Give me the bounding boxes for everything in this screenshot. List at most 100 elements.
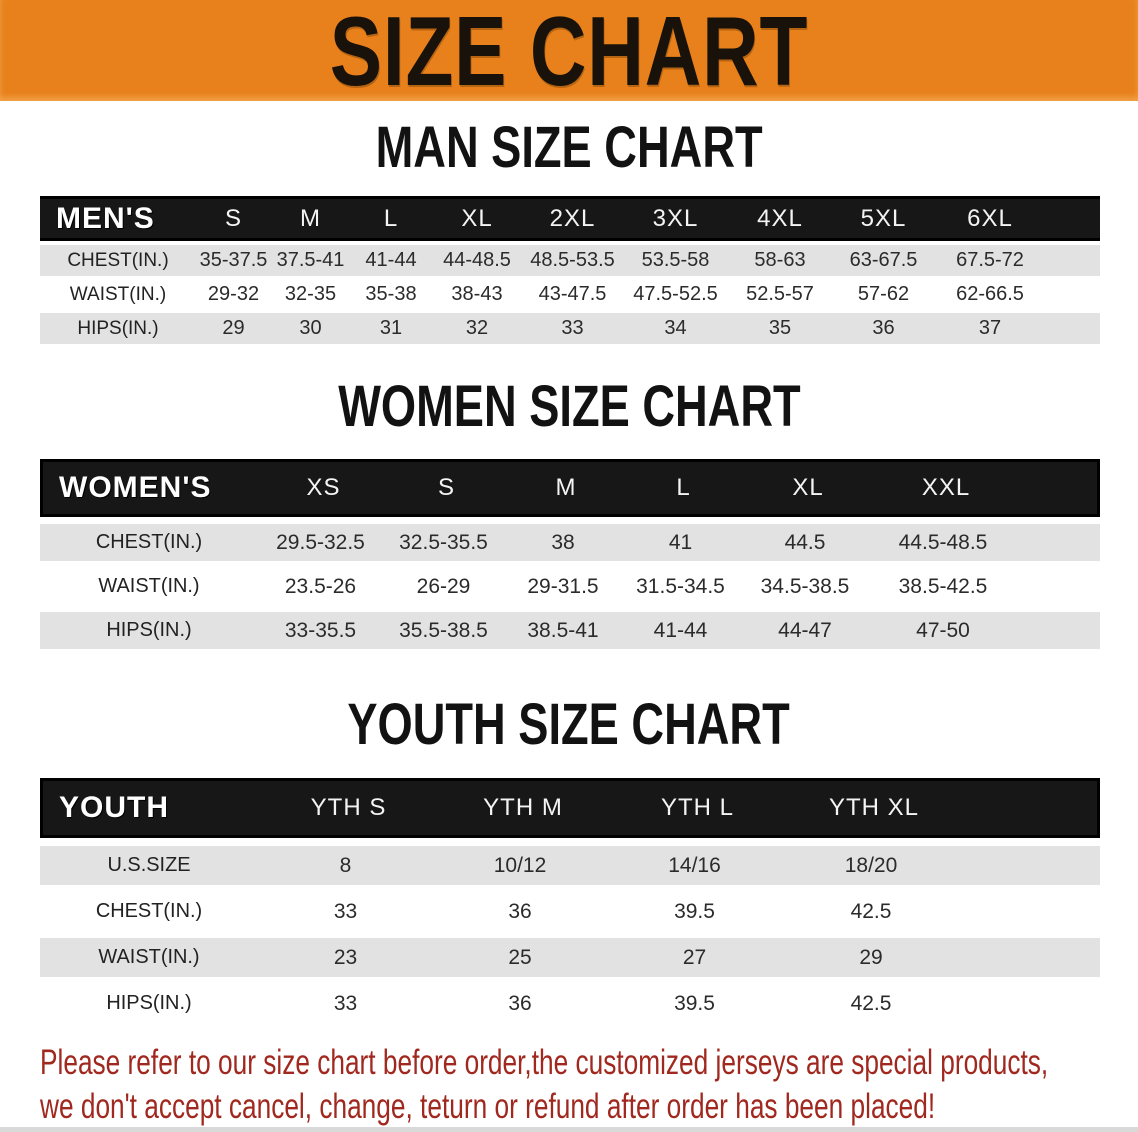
cell-value: 34	[664, 317, 687, 339]
youth-section-heading-wrap: YOUTH SIZE CHART	[0, 692, 1138, 757]
cell-value: 35	[768, 317, 792, 339]
row-label: WAIST(IN.)	[69, 283, 167, 305]
cell-value: 37	[978, 317, 1002, 339]
cell-value: 44-47	[778, 618, 832, 642]
row-label: HIPS(IN.)	[106, 992, 192, 1014]
cell-value: 33	[333, 991, 358, 1015]
youth-section-heading: YOUTH SIZE CHART	[347, 692, 791, 757]
column-header: XL	[461, 204, 493, 232]
table-row: CHEST(IN.) 35-37.5 37.5-41 41-44 44-48.5 48.5…	[40, 245, 1100, 276]
cell-value: 67.5-72	[956, 249, 1024, 271]
cell-value: 43-47.5	[538, 283, 607, 305]
table-row: HIPS(IN.) 33 36 39.5 42.5	[40, 984, 1100, 1023]
cell-value: 29	[222, 317, 245, 339]
cell-value: 29.5-32.5	[276, 530, 365, 554]
cell-value: 53.5-58	[641, 249, 710, 271]
page-title: SIZE CHART	[329, 0, 809, 106]
column-header: 2XL	[549, 204, 596, 232]
cell-value: 29	[859, 945, 883, 969]
cell-value: 36	[508, 899, 532, 923]
cell-value: 26-29	[416, 574, 471, 598]
women-size-table: WOMEN'S XS S M L XL XXL CHEST(IN.) 29.5-32.5 32.5…	[40, 459, 1100, 649]
cell-value: 34.5-38.5	[760, 574, 850, 598]
column-header: 5XL	[860, 204, 907, 232]
row-label: HIPS(IN.)	[77, 317, 159, 339]
cell-value: 44-48.5	[443, 249, 511, 271]
cell-value: 32.5-35.5	[399, 530, 488, 554]
cell-value: 33	[561, 317, 584, 339]
table-header-row: MEN'S S M L XL 2XL 3XL 4XL 5XL 6XL	[40, 196, 1100, 241]
table-group-label: YOUTH	[59, 791, 169, 824]
column-header: 4XL	[757, 204, 803, 232]
column-header: L	[676, 474, 691, 501]
cell-value: 8	[339, 853, 352, 877]
cell-value: 35-37.5	[199, 249, 268, 271]
cell-value: 62-66.5	[956, 283, 1024, 305]
cell-value: 14/16	[668, 853, 721, 877]
cell-value: 36	[872, 317, 895, 339]
cell-value: 41	[668, 530, 693, 554]
column-header: 3XL	[652, 204, 699, 232]
column-header: L	[383, 204, 399, 232]
men-size-table: MEN'S S M L XL 2XL 3XL 4XL 5XL 6XL CHEST(IN.) 35-37…	[40, 196, 1100, 344]
table-row: WAIST(IN.) 29-32 32-35 35-38 38-43 43-47.5 47.…	[40, 279, 1100, 310]
cell-value: 18/20	[844, 853, 898, 877]
cell-value: 33-35.5	[284, 618, 357, 642]
order-notice: Please refer to our size chart before or…	[0, 1041, 1138, 1129]
men-section-heading-wrap: MAN SIZE CHART	[0, 115, 1138, 180]
column-header: M	[300, 204, 321, 232]
column-header: XS	[306, 474, 341, 501]
cell-value: 47.5-52.5	[633, 283, 718, 305]
table-row: WAIST(IN.) 23.5-26 26-29 29-31.5 31.5-34.5 34…	[40, 568, 1100, 605]
cell-value: 23	[333, 945, 358, 969]
cell-value: 30	[299, 317, 322, 339]
cell-value: 42.5	[850, 991, 892, 1015]
cell-value: 27	[682, 945, 707, 969]
row-label: WAIST(IN.)	[98, 946, 200, 968]
column-header: YTH M	[483, 794, 563, 821]
table-row: CHEST(IN.) 29.5-32.5 32.5-35.5 38 41 44.5 44.5…	[40, 524, 1100, 561]
cell-value: 47-50	[916, 618, 970, 642]
cell-value: 41-44	[365, 249, 417, 271]
column-header: 6XL	[967, 204, 1013, 232]
cell-value: 33	[333, 899, 358, 923]
cell-value: 44.5	[784, 530, 826, 554]
cell-value: 42.5	[850, 899, 892, 923]
table-header-row: WOMEN'S XS S M L XL XXL	[40, 459, 1100, 517]
cell-value: 29-31.5	[527, 574, 599, 598]
cell-value: 63-67.5	[849, 249, 918, 271]
cell-value: 39.5	[674, 899, 715, 923]
table-group-label: WOMEN'S	[59, 471, 212, 504]
cell-value: 38.5-42.5	[898, 574, 988, 598]
table-row: U.S.SIZE 8 10/12 14/16 18/20	[40, 846, 1100, 885]
youth-size-table: YOUTH YTH S YTH M YTH L YTH XL U.S.SIZE 8 10/12…	[40, 778, 1100, 1023]
cell-value: 31	[379, 317, 403, 339]
cell-value: 38	[551, 530, 575, 554]
cell-value: 35-38	[365, 283, 417, 305]
cell-value: 38.5-41	[527, 618, 599, 642]
column-header: YTH XL	[828, 794, 920, 821]
cell-value: 48.5-53.5	[530, 249, 615, 271]
row-label: CHEST(IN.)	[95, 531, 203, 553]
row-label: HIPS(IN.)	[106, 619, 192, 641]
order-notice-line-1: Please refer to our size chart before or…	[40, 1043, 1049, 1082]
men-section-heading: MAN SIZE CHART	[375, 115, 763, 180]
order-notice-line-2: we don't accept cancel, change, teturn o…	[40, 1087, 936, 1126]
column-header: M	[555, 474, 577, 501]
row-label: CHEST(IN.)	[95, 900, 203, 922]
row-label: CHEST(IN.)	[67, 249, 169, 271]
cell-value: 36	[508, 991, 532, 1015]
women-section-heading: WOMEN SIZE CHART	[337, 374, 801, 439]
cell-value: 35.5-38.5	[399, 618, 488, 642]
table-row: HIPS(IN.) 33-35.5 35.5-38.5 38.5-41 41-44 44-…	[40, 612, 1100, 649]
column-header: S	[437, 474, 455, 501]
cell-value: 32	[465, 317, 489, 339]
cell-value: 31.5-34.5	[636, 574, 725, 598]
table-group-label: MEN'S	[56, 201, 155, 235]
women-section-heading-wrap: WOMEN SIZE CHART	[0, 374, 1138, 439]
cell-value: 32-35	[284, 283, 337, 305]
column-header: XL	[792, 474, 824, 501]
cell-value: 58-63	[754, 249, 806, 271]
row-label: U.S.SIZE	[107, 854, 191, 876]
cell-value: 29-32	[207, 283, 260, 305]
